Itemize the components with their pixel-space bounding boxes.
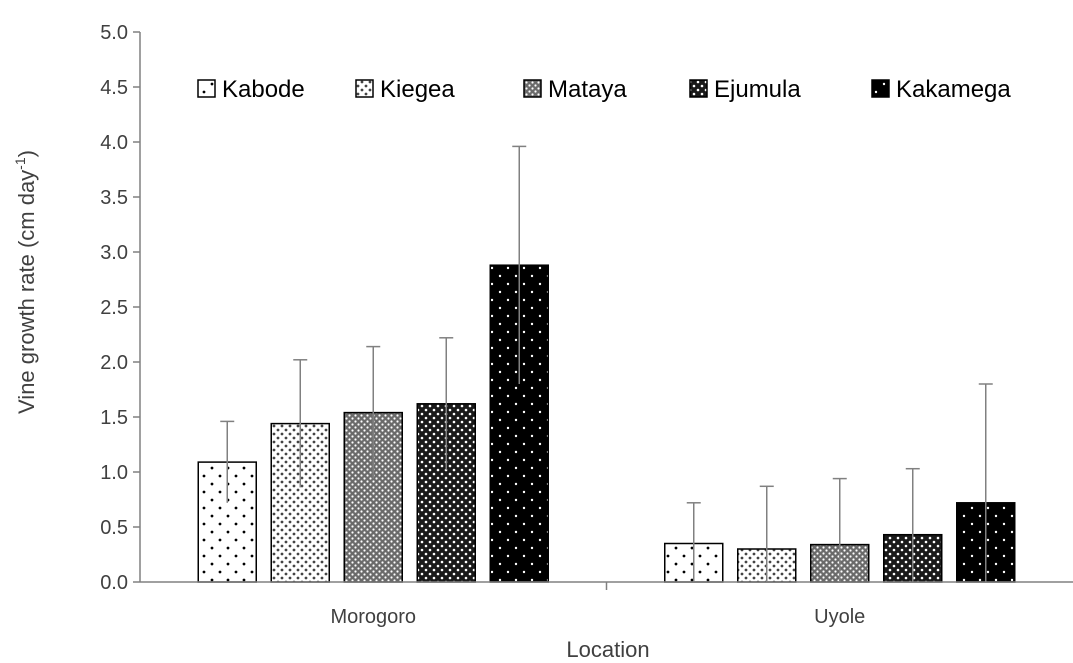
y-tick-label: 5.0 (100, 22, 128, 44)
x-axis-title: Location (566, 637, 649, 662)
y-tick-label: 2.5 (100, 297, 128, 319)
legend-label-ejumula: Ejumula (714, 76, 801, 103)
legend-label-mataya: Mataya (548, 76, 627, 103)
legend-swatch-mataya (523, 79, 542, 98)
error-bars (220, 145, 993, 582)
legend-swatch-kabode (197, 79, 216, 98)
x-tick-label: Morogoro (330, 606, 416, 628)
legend-label-kiegea: Kiegea (380, 76, 455, 103)
legend-label-kakamega: Kakamega (896, 76, 1011, 103)
y-axis-ticks: 0.0 0.5 1.0 1.5 2.0 2.5 3.0 3.5 4.0 4.5 5.0 (100, 22, 140, 594)
y-tick-label: 4.0 (100, 132, 128, 154)
bars (197, 264, 1016, 583)
y-tick-label: 3.0 (100, 242, 128, 264)
legend-swatch-kiegea (355, 79, 374, 98)
y-axis-title: Vine growth rate (cm day-1) (12, 150, 39, 414)
x-tick-label: Uyole (814, 606, 865, 628)
x-axis-ticks: Morogoro Uyole (330, 582, 865, 628)
legend: Kabode Kiegea Mataya Ejumula Kakamega (197, 76, 1011, 103)
y-tick-label: 0.0 (100, 572, 128, 594)
legend-label-kabode: Kabode (222, 76, 305, 103)
y-tick-label: 4.5 (100, 77, 128, 99)
y-tick-label: 0.5 (100, 517, 128, 539)
y-tick-label: 3.5 (100, 187, 128, 209)
y-tick-label: 1.5 (100, 407, 128, 429)
legend-swatch-kakamega (871, 79, 890, 98)
y-tick-label: 1.0 (100, 462, 128, 484)
y-tick-label: 2.0 (100, 352, 128, 374)
legend-swatch-ejumula (689, 79, 708, 98)
